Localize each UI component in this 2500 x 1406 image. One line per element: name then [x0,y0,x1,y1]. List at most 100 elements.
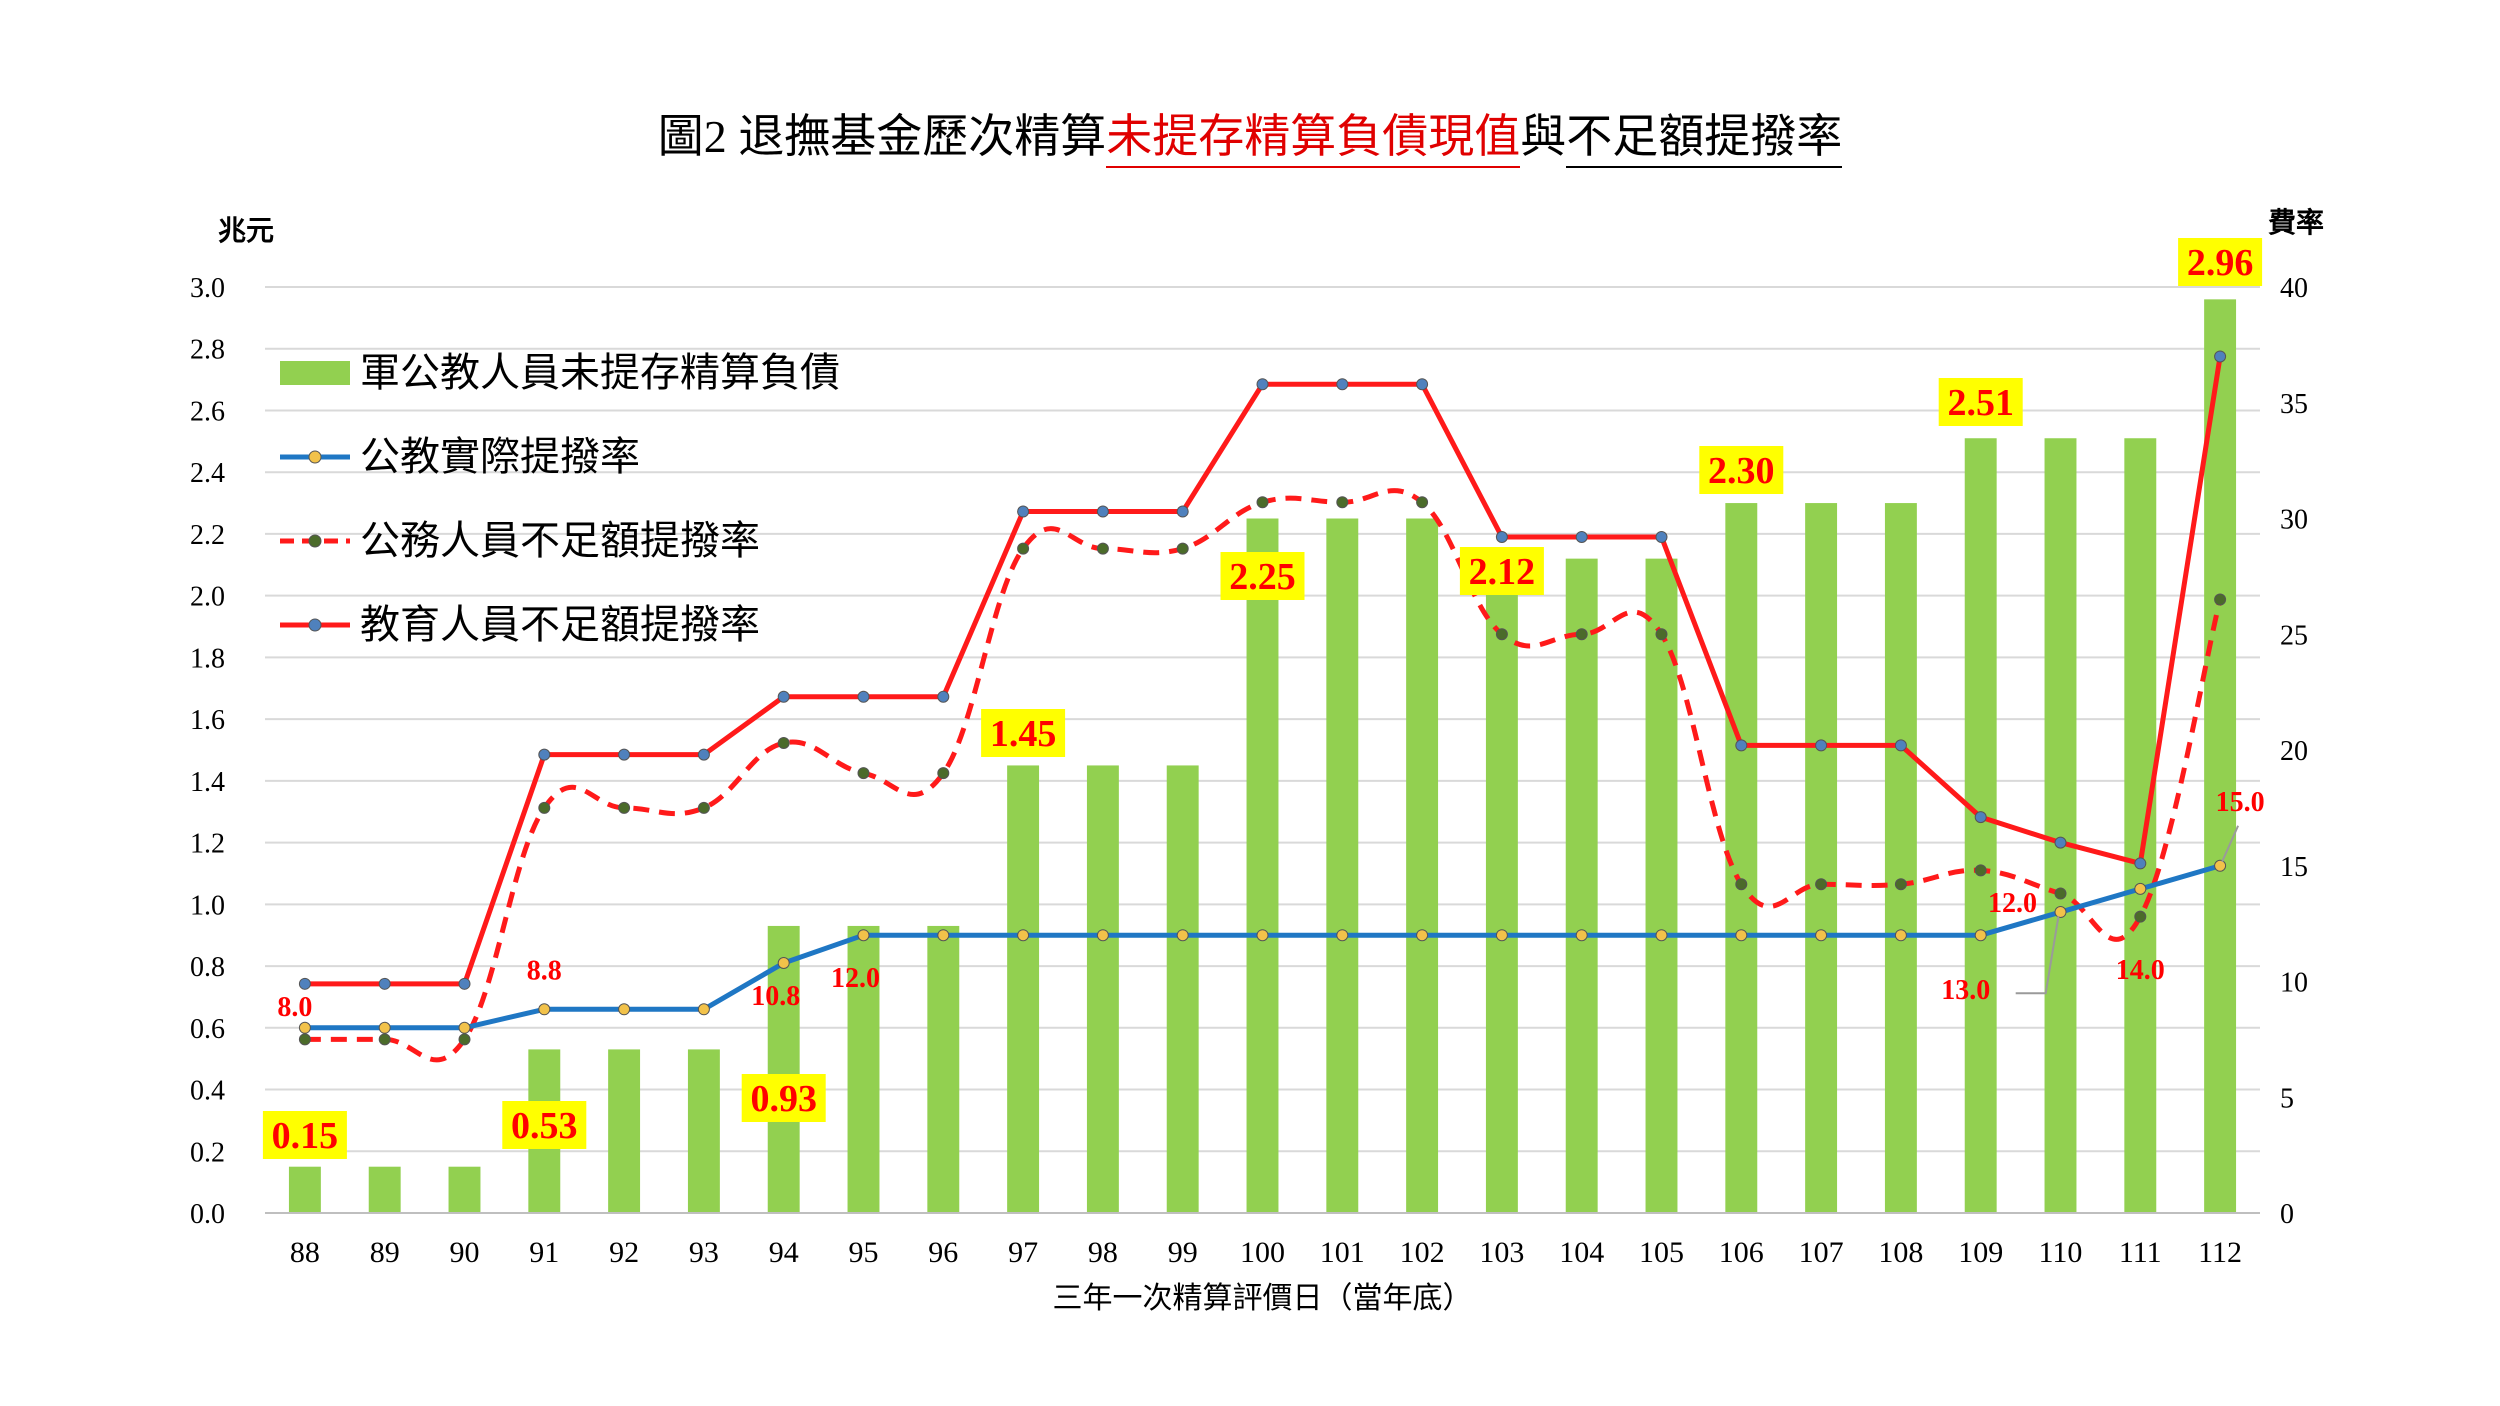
series-point [777,690,790,703]
rate-value-label: 15.0 [2216,787,2265,818]
series-point [1735,739,1748,752]
x-tick-label: 99 [1168,1236,1198,1269]
bar-value-label: 1.45 [990,713,1057,755]
series-point [2054,887,2067,900]
series-point [618,801,631,814]
series-point [1017,542,1030,555]
series-point [857,767,870,780]
legend-swatch-marker [308,618,322,632]
bar-value-label-box [741,1074,826,1122]
legend-label: 公教實際提撥率 [360,434,640,479]
title-prefix: 圖2 退撫基金歷次精算 [657,111,1107,162]
bar [2124,438,2157,1213]
bar [1326,518,1359,1213]
x-tick-label: 104 [1559,1236,1604,1269]
legend-label: 軍公教人員未提存精算負債 [360,350,840,395]
bar [288,1166,321,1213]
series-point [618,748,631,761]
series-point [1974,864,1987,877]
x-tick-label: 106 [1719,1236,1764,1269]
series-point [1735,878,1748,891]
y-right-tick-label: 20 [2280,736,2308,767]
series-point [298,1033,311,1046]
series-point [1416,929,1429,942]
series-point [2214,350,2227,363]
series-point [1096,505,1109,518]
series-point [1974,811,1987,824]
bar-value-label: 0.53 [511,1105,578,1147]
bar [1565,558,1598,1213]
rate-value-label: 14.0 [2116,955,2165,986]
bar [1086,765,1119,1213]
axes: 0.0 0.2 0.4 0.6 0.8 1.0 1.2 1.4 1.6 1.8 2.0 2.2 2.4 2… [190,206,2324,1315]
series-point [1017,505,1030,518]
series-point [1575,929,1588,942]
bar [767,925,800,1213]
series-point [538,1003,551,1016]
bar-value-label: 0.15 [272,1115,339,1157]
x-tick-label: 111 [2119,1236,2162,1269]
title-highlight-rate: 不足額提撥率 [1566,111,1843,168]
series-point [1017,929,1030,942]
y-right-unit: 費率 [2268,206,2324,239]
series-point [2054,906,2067,919]
series-point [1815,739,1828,752]
bar [1805,503,1838,1214]
series-point [1655,929,1668,942]
series-point [1974,929,1987,942]
series-point [697,748,710,761]
series-point [458,1021,471,1034]
series-point [697,801,710,814]
series-point [2134,910,2147,923]
bar [847,925,880,1213]
series-point [1575,531,1588,544]
x-tick-label: 105 [1639,1236,1684,1269]
series-point [1815,929,1828,942]
y-right-tick-label: 15 [2280,852,2308,883]
series-point [937,929,950,942]
series-point [378,1033,391,1046]
bar [1645,558,1678,1213]
x-tick-label: 88 [290,1236,320,1269]
series-point [937,690,950,703]
rate-value-label: 10.8 [751,981,800,1012]
bar-value-label-box [2178,238,2263,286]
rate-value-label: 8.0 [277,992,312,1023]
label-leader-line [2221,825,2240,863]
rate-value-label: 12.0 [831,963,880,994]
series-point [618,1003,631,1016]
x-tick-label: 94 [769,1236,799,1269]
series-point [1256,378,1269,391]
x-tick-label: 91 [529,1236,559,1269]
bar-value-label-box [1938,378,2023,426]
title-highlight-liability: 未提存精算負債現值 [1106,111,1521,168]
bar [1166,765,1199,1213]
y-left-tick-label: 0.2 [190,1137,225,1168]
x-tick-label: 98 [1088,1236,1118,1269]
bar-value-label: 2.96 [2187,242,2254,284]
series-point [1894,739,1907,752]
series-point [1336,496,1349,509]
series-point [1336,378,1349,391]
bar-value-label-box [1459,547,1544,595]
bar [448,1166,481,1213]
series-point [1176,929,1189,942]
x-tick-label: 97 [1008,1236,1038,1269]
bar [1007,765,1040,1213]
series-point [538,801,551,814]
chart-title: 圖2 退撫基金歷次精算未提存精算負債現值與不足額提撥率 [0,100,2500,168]
bar [2044,438,2077,1213]
y-left-tick-label: 0.0 [190,1199,225,1230]
y-left-tick-label: 2.8 [190,335,225,366]
legend-label: 公務人員不足額提撥率 [360,518,760,563]
y-left-tick-label: 2.2 [190,520,225,551]
y-left-tick-label: 2.4 [190,458,225,489]
y-left-tick-label: 0.6 [190,1014,225,1045]
x-tick-label: 110 [2039,1236,2083,1269]
x-tick-label: 109 [1958,1236,2003,1269]
bar [927,925,960,1213]
bar-value-label-box [1220,552,1305,600]
series-point [2214,859,2227,872]
series-point [1894,878,1907,891]
